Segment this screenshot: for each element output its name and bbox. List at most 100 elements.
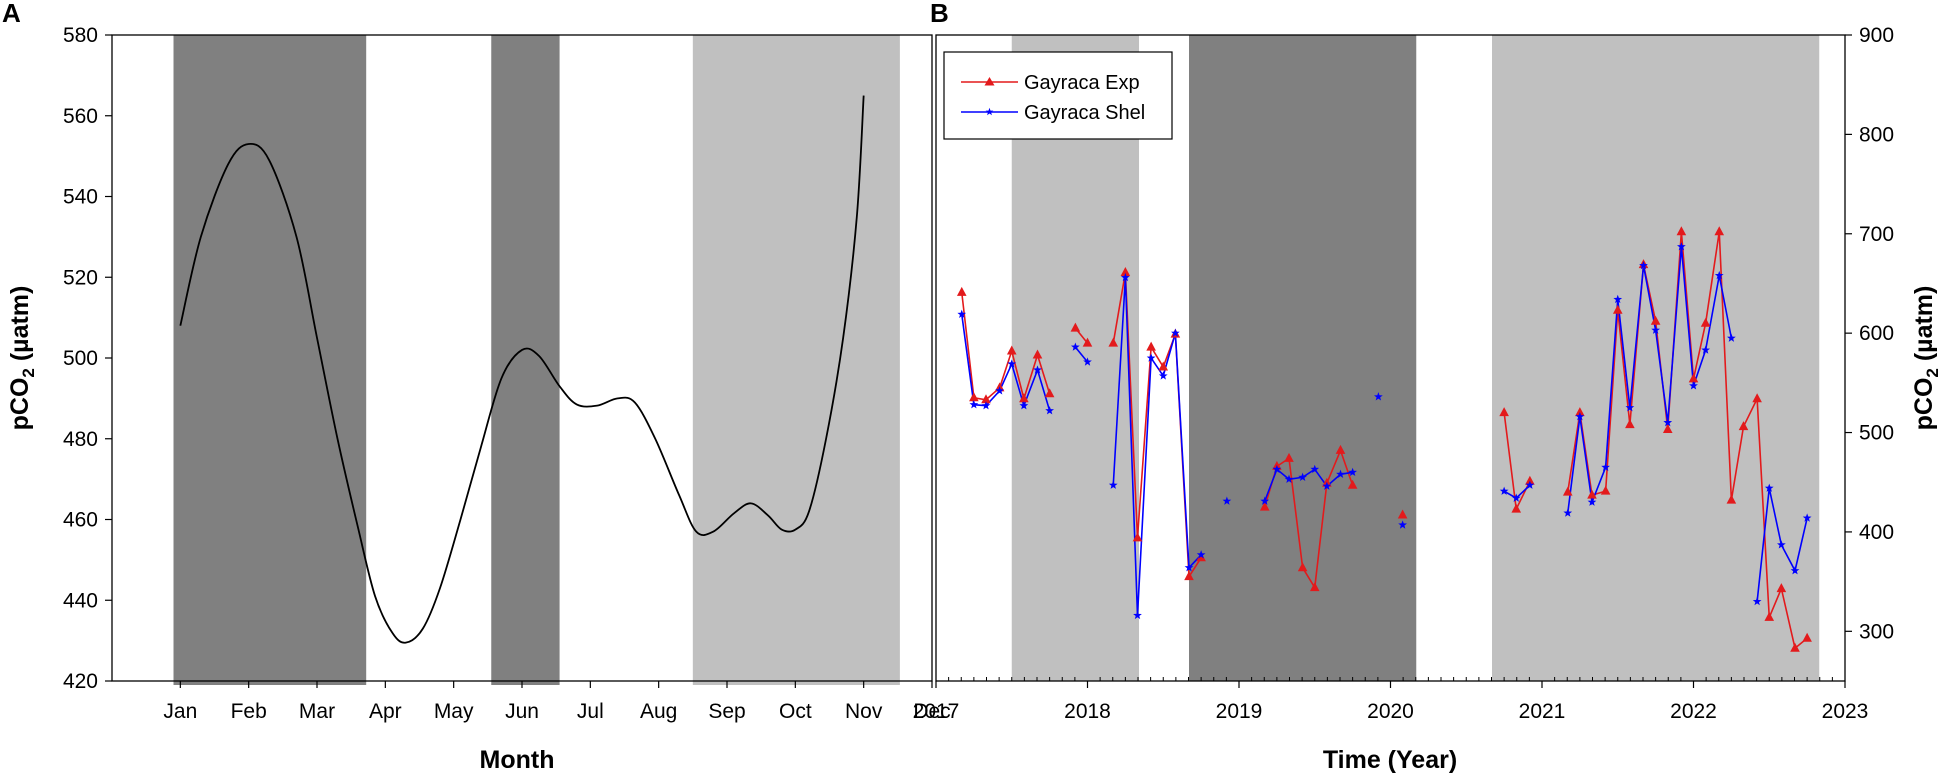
panel-a-x-tick-label: Jun bbox=[505, 700, 539, 723]
gayraca-shel-point bbox=[1158, 371, 1168, 380]
gayraca-exp-point bbox=[1297, 562, 1308, 572]
gayraca-shel-point bbox=[1196, 550, 1206, 559]
gayraca-exp-point bbox=[1070, 322, 1081, 332]
gayraca-exp-point bbox=[969, 392, 979, 402]
gayraca-shel-point bbox=[1752, 596, 1762, 606]
gayraca-shel-line bbox=[1112, 277, 1202, 616]
gayraca-exp-point bbox=[1335, 444, 1346, 454]
gayraca-shel-point bbox=[1260, 496, 1270, 505]
panel-a: 420 440 460 480 500 520 540 560 580 Jan Feb Mar Apr… bbox=[2, 0, 951, 774]
gayraca-shel-point bbox=[1007, 359, 1017, 368]
gayraca-shel-point bbox=[1184, 563, 1194, 572]
gayraca-exp-point bbox=[1032, 349, 1043, 359]
panel-b-y-tick-label: 300 bbox=[1859, 620, 1894, 643]
legend-shel-label: Gayraca Shel bbox=[1024, 102, 1145, 124]
gayraca-shel-point bbox=[1575, 412, 1585, 421]
gayraca-shel-point bbox=[1310, 464, 1320, 474]
panel-a-x-tick-label: Mar bbox=[299, 700, 335, 723]
gayraca-shel-point bbox=[1764, 483, 1774, 492]
panel-a-band-dark-1 bbox=[491, 35, 560, 685]
gayraca-shel-point bbox=[1663, 418, 1673, 427]
gayraca-exp-point bbox=[1612, 304, 1623, 314]
gayraca-shel-point bbox=[1222, 496, 1232, 505]
gayraca-exp-point bbox=[1802, 632, 1812, 642]
panel-a-curve bbox=[179, 95, 865, 644]
gayraca-shel-point bbox=[1121, 272, 1130, 282]
gayraca-shel-point bbox=[1511, 493, 1521, 502]
gayraca-shel-point bbox=[1374, 392, 1383, 401]
gayraca-exp-point bbox=[1676, 226, 1687, 236]
gayraca-shel-point bbox=[1272, 464, 1282, 474]
gayraca-exp-point bbox=[1499, 407, 1509, 417]
panel-a-y-tick-label: 540 bbox=[63, 186, 98, 209]
gayraca-exp-point bbox=[1309, 582, 1320, 592]
gayraca-shel-point bbox=[1639, 260, 1648, 270]
panel-a-band-dark-0 bbox=[173, 35, 367, 685]
gayraca-exp-point bbox=[1625, 419, 1635, 429]
gayraca-exp-point bbox=[1259, 501, 1270, 511]
gayraca-exp-point bbox=[1397, 509, 1408, 519]
gayraca-shel-point bbox=[969, 400, 979, 409]
gayraca-exp-point bbox=[1700, 317, 1711, 327]
gayraca-exp-point bbox=[1600, 485, 1611, 495]
gayraca-shel-point bbox=[1336, 469, 1345, 478]
gayraca-shel-point bbox=[1613, 294, 1623, 304]
panel-a-x-tick-label: Sep bbox=[708, 700, 745, 723]
gayraca-shel-point bbox=[1601, 462, 1610, 472]
panel-b-label: B bbox=[930, 0, 949, 28]
gayraca-shel-point bbox=[1777, 540, 1786, 549]
panel-a-y-ticks: 420 440 460 480 500 520 540 560 580 bbox=[63, 24, 112, 693]
panel-b-y-tick-label: 900 bbox=[1859, 24, 1894, 47]
panel-b-x-tick-label: 2018 bbox=[1064, 700, 1111, 723]
panel-b-band-light-0 bbox=[1011, 35, 1140, 681]
panel-a-label: A bbox=[2, 0, 21, 28]
gayraca-shel-point bbox=[1348, 467, 1357, 477]
panel-a-band-light-2 bbox=[692, 35, 900, 685]
gayraca-shel-point bbox=[995, 386, 1004, 395]
gayraca-exp-point bbox=[1006, 345, 1017, 355]
gayraca-shel-point bbox=[1790, 566, 1800, 575]
gayraca-exp-point bbox=[1790, 642, 1800, 652]
gayraca-shel-point bbox=[1045, 406, 1054, 415]
gayraca-shel-point bbox=[1322, 481, 1332, 490]
panel-a-x-tick-label: Dec bbox=[913, 700, 950, 723]
gayraca-exp-point bbox=[1575, 407, 1585, 417]
gayraca-exp-point bbox=[1044, 388, 1055, 398]
panel-b-band-light-2 bbox=[1492, 35, 1820, 681]
gayraca-exp-line bbox=[1566, 231, 1808, 650]
gayraca-shel-point bbox=[1284, 474, 1294, 483]
gayraca-shel-point bbox=[957, 309, 967, 318]
panel-a-x-ticks: Jan Feb Mar Apr May Jun Jul Aug Sep Oct Nov Dec bbox=[163, 681, 951, 723]
gayraca-shel-point bbox=[1701, 345, 1710, 354]
legend-exp-label: Gayraca Exp bbox=[1024, 72, 1140, 94]
panel-b-band-dark-1 bbox=[1189, 35, 1417, 681]
panel-b-series bbox=[956, 226, 1812, 652]
panel-b-y-ticks: 300 400 500 600 700 800 900 bbox=[1845, 24, 1894, 643]
gayraca-exp-point bbox=[981, 394, 991, 404]
gayraca-exp-point bbox=[1688, 373, 1699, 383]
gayraca-exp-point bbox=[1146, 341, 1156, 351]
panel-b-x-tick-label: 2020 bbox=[1367, 700, 1414, 723]
panel-a-y-tick-label: 500 bbox=[63, 347, 98, 370]
panel-b-y-tick-label: 800 bbox=[1859, 123, 1894, 146]
gayraca-shel-point bbox=[1398, 520, 1407, 529]
panel-a-x-tick-label: Aug bbox=[640, 700, 677, 723]
gayraca-exp-point bbox=[1511, 503, 1522, 513]
gayraca-shel-point bbox=[1689, 381, 1698, 390]
panel-a-y-tick-label: 520 bbox=[63, 266, 98, 289]
gayraca-shel-point bbox=[1019, 401, 1029, 410]
panel-a-x-tick-label: Apr bbox=[369, 700, 402, 723]
gayraca-shel-point bbox=[1563, 508, 1573, 517]
gayraca-shel-point bbox=[1133, 610, 1142, 620]
gayraca-exp-point bbox=[1662, 424, 1673, 434]
panel-a-shaded-bands bbox=[173, 35, 900, 685]
panel-b-x-axis-title: Time (Year) bbox=[1323, 746, 1457, 774]
gayraca-exp-point bbox=[1108, 337, 1119, 347]
gayraca-exp-point bbox=[1525, 475, 1535, 485]
gayraca-shel-point bbox=[1499, 486, 1509, 495]
gayraca-shel-point bbox=[1651, 325, 1660, 334]
panel-a-y-tick-label: 580 bbox=[63, 24, 98, 47]
panel-b-x-tick-label: 2022 bbox=[1670, 700, 1717, 723]
gayraca-shel-point bbox=[1727, 333, 1736, 342]
